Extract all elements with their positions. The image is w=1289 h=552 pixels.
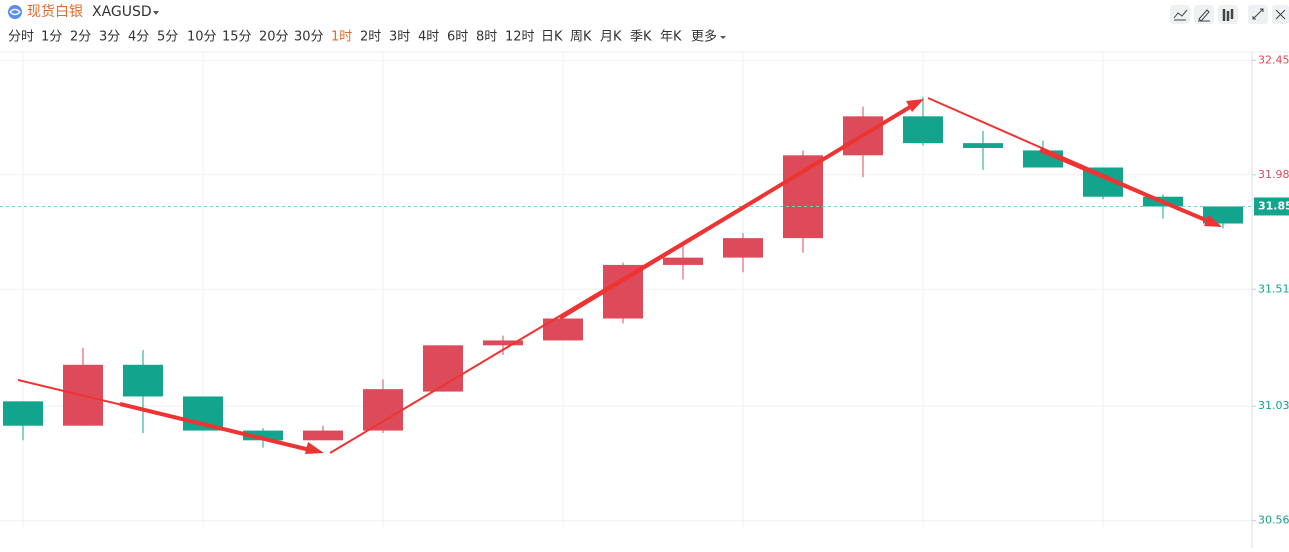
candle-body: [483, 340, 523, 346]
y-tick-label: 31.98: [1258, 168, 1289, 181]
timeframe-tab[interactable]: 3时: [389, 30, 410, 45]
timeframe-tab[interactable]: 10分: [187, 30, 217, 45]
tool-icon: [1222, 9, 1234, 21]
toolbar-buttons: [1170, 5, 1289, 24]
y-tick-label: 32.45: [1258, 53, 1289, 66]
candle-body: [903, 116, 943, 144]
timeframe-tab[interactable]: 1时: [331, 30, 352, 45]
trend-arrows: [17, 97, 1222, 454]
symbol-icon-eye: [9, 8, 21, 16]
arrow-head: [305, 442, 324, 454]
timeframe-tab[interactable]: 2时: [360, 30, 381, 45]
last-price-label: 31.85: [1258, 199, 1289, 212]
timeframe-tab[interactable]: 5分: [157, 30, 178, 45]
timeframe-tab[interactable]: 季K: [630, 30, 652, 45]
last-price-box: [1254, 197, 1289, 216]
trend-arrow: [119, 402, 311, 452]
timeframe-tab[interactable]: 2分: [70, 30, 91, 45]
timeframe-tab[interactable]: 4分: [128, 30, 149, 45]
arrow-head: [906, 99, 924, 112]
timeframe-tab[interactable]: 15分: [222, 30, 252, 45]
timeframe-tab[interactable]: 4时: [418, 30, 439, 45]
candle-body: [963, 143, 1003, 148]
timeframe-tab[interactable]: 分时: [8, 30, 34, 45]
candle-body: [123, 364, 163, 397]
timeframe-tab[interactable]: 年K: [660, 30, 682, 45]
timeframe-tab[interactable]: 20分: [259, 30, 289, 45]
timeframe-tab[interactable]: 日K: [541, 30, 563, 45]
tool-icon: [1198, 9, 1210, 22]
dropdown-caret[interactable]: [720, 36, 726, 39]
timeframe-tab[interactable]: 12时: [505, 30, 535, 45]
tool-icon: [1173, 9, 1188, 21]
candle-body: [663, 257, 703, 265]
symbol-name[interactable]: 现货白银: [27, 3, 83, 20]
timeframe-tab[interactable]: 30分: [294, 30, 324, 45]
timeframe-tab[interactable]: 8时: [476, 30, 497, 45]
symbol-icon: [8, 5, 22, 19]
timeframe-tab[interactable]: 更多: [691, 29, 717, 45]
plot: 30.56 31.03 31.51 31.98 32.45 31.85: [0, 53, 1289, 527]
candle-body: [303, 430, 343, 441]
timeframe-tab[interactable]: 月K: [600, 30, 622, 45]
y-tick-label: 31.51: [1258, 282, 1289, 295]
timeframe-tab[interactable]: 6时: [447, 30, 468, 45]
candle-body: [423, 345, 463, 392]
dropdown-caret[interactable]: [153, 11, 159, 15]
candle-body: [543, 318, 583, 341]
timeframe-tabs: 分时 1分 2分 3分 4分 5分 10分 15分 20分 30分 1时 2时 3时 4时 6时 8时 12时日…: [8, 29, 726, 45]
trend-arrow: [1039, 148, 1209, 223]
symbol-code[interactable]: XAGUSD: [92, 4, 152, 20]
candle-body: [723, 238, 763, 258]
y-tick-label: 30.56: [1258, 514, 1289, 527]
timeframe-tab[interactable]: 周K: [570, 30, 592, 45]
candle-body: [783, 155, 823, 239]
candle-body: [3, 401, 43, 426]
y-tick-label: 31.03: [1258, 399, 1289, 412]
close-icon: [1275, 9, 1286, 20]
tool-icon: [1252, 8, 1264, 20]
arrow-head: [1204, 215, 1222, 227]
timeframe-tab[interactable]: 3分: [99, 30, 120, 45]
trend-arrow: [558, 105, 912, 320]
timeframe-tab[interactable]: 1分: [41, 30, 62, 45]
candle-body: [243, 430, 283, 441]
candle-body: [363, 389, 403, 431]
